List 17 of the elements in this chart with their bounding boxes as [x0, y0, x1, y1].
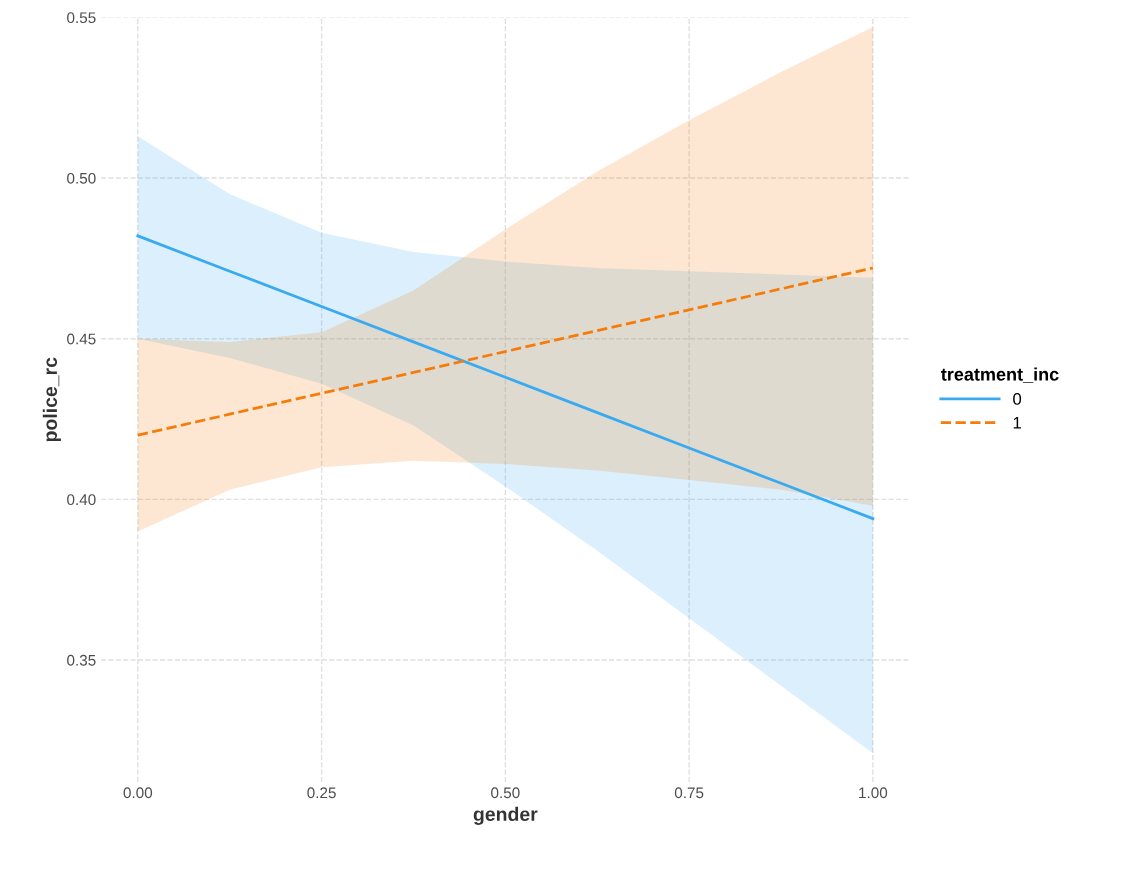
x-axis-title: gender	[473, 806, 538, 825]
y-tick-label: 0.35	[67, 654, 96, 666]
x-tick-label: 0.50	[491, 787, 520, 799]
y-tick-label: 0.55	[67, 12, 96, 24]
legend-title: treatment_inc	[941, 367, 1059, 383]
line-series	[136, 234, 875, 521]
line-series	[136, 266, 875, 437]
legend-label: 1	[1013, 417, 1021, 429]
y-tick-label: 0.45	[67, 333, 96, 345]
x-tick-label: 0.75	[674, 787, 704, 799]
x-tick-label: 0.25	[307, 787, 336, 799]
y-tick-label: 0.50	[67, 172, 96, 184]
y-tick-label: 0.40	[67, 494, 96, 506]
y-axis-title: police_rc	[42, 357, 61, 442]
legend-label: 0	[1013, 393, 1022, 405]
x-tick-label: 1.00	[859, 787, 888, 799]
x-tick-label: 0.00	[123, 787, 153, 799]
